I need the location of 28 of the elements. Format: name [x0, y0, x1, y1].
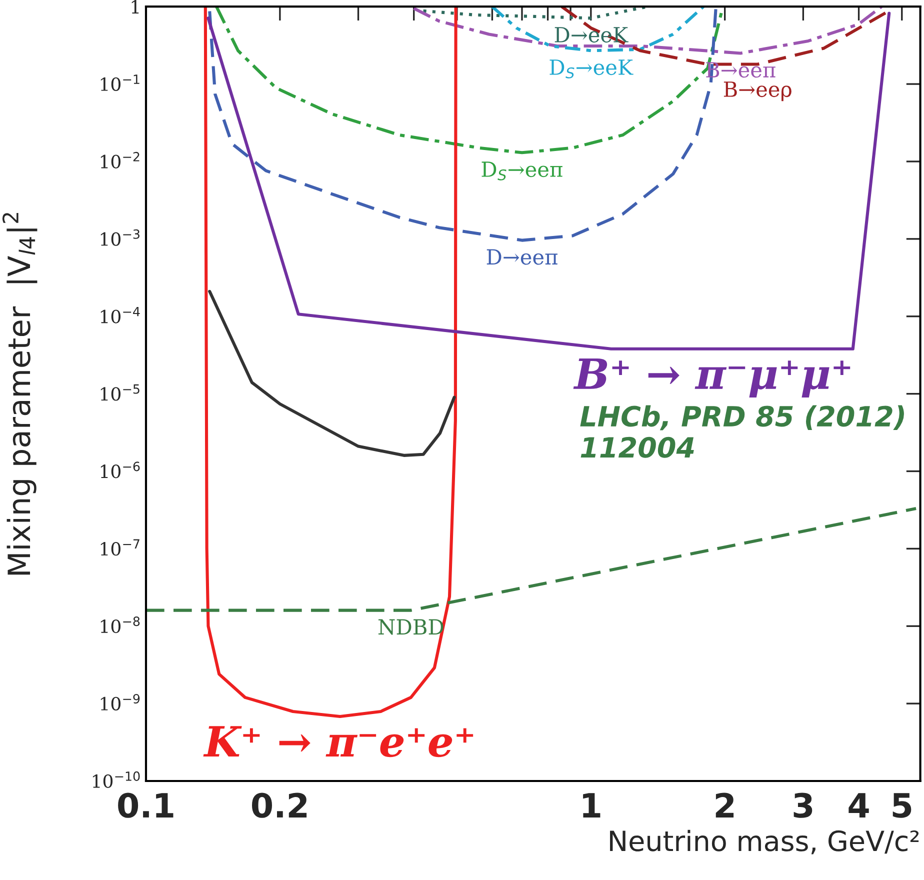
x-tick-label: 1 — [583, 793, 600, 818]
series-label: B⁺ → π⁻μ⁺μ⁺ — [573, 358, 850, 398]
x-tick-label: 0.1 — [118, 792, 174, 818]
series-label: D→eeK — [554, 27, 628, 43]
series-label: D→eeπ — [486, 249, 558, 265]
series-label: K⁺ → π⁻e⁺e⁺ — [203, 726, 474, 758]
y-tick-label: 10$^{−2}$ — [100, 152, 140, 168]
y-tick-label: 10$^{−7}$ — [100, 539, 140, 556]
series-label: B→eeρ — [724, 82, 792, 102]
series-label: D$_{S}$→eeK — [550, 60, 634, 78]
y-tick-label: 10$^{−5}$ — [100, 384, 140, 401]
y-tick-label: 10$^{−10}$ — [92, 771, 140, 788]
series-label: D$_{S}$→eeπ — [482, 162, 562, 180]
x-axis-title: Neutrino mass, GeV/c² — [610, 830, 919, 854]
y-tick-label: 10$^{−8}$ — [100, 616, 140, 634]
y-tick-label: 1 — [132, 0, 139, 14]
annotation: LHCb, PRD 85 (2012) 112004 — [580, 405, 904, 458]
y-axis-title: Mixing parameter |V$_{l4}$|$^{2}$ — [2, 213, 38, 575]
y-tick-label: 10$^{−9}$ — [100, 694, 140, 711]
x-tick-label: 5 — [892, 793, 912, 818]
y-tick-label: 10$^{−6}$ — [100, 462, 140, 478]
x-tick-label: 3 — [794, 792, 812, 818]
x-tick-label: 2 — [716, 792, 734, 818]
x-tick-label: 4 — [848, 793, 869, 818]
y-tick-label: 10$^{−4}$ — [100, 306, 140, 324]
y-tick-label: 10$^{−3}$ — [100, 229, 140, 246]
x-tick-label: 0.2 — [252, 792, 307, 818]
y-tick-label: 10$^{−1}$ — [100, 74, 140, 92]
